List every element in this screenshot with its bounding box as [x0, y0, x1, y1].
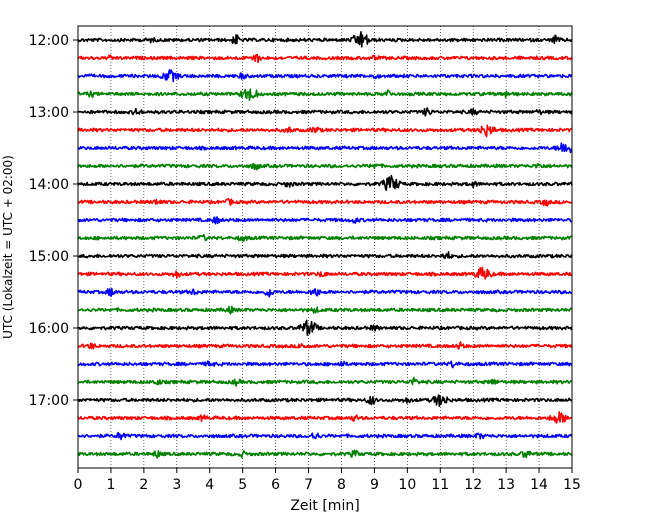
- x-tick-label: 11: [431, 477, 449, 493]
- y-tick-label: 15:00: [29, 249, 69, 265]
- trace-1215: [77, 53, 573, 64]
- x-tick-label: 7: [304, 477, 313, 493]
- y-axis: 12:00 13:00 14:00 15:00 16:00 17:00: [29, 33, 78, 409]
- trace-1600: [77, 319, 573, 336]
- trace-1430: [77, 216, 573, 225]
- trace-1400: [77, 174, 573, 191]
- x-tick-label: 9: [370, 477, 379, 493]
- y-tick-label: 12:00: [29, 33, 69, 49]
- x-tick-label: 2: [139, 477, 148, 493]
- trace-1515: [77, 266, 573, 280]
- trace-1230: [77, 69, 573, 83]
- trace-1500: [77, 251, 573, 260]
- trace-1200: [77, 31, 573, 48]
- y-tick-label: 17:00: [29, 393, 69, 409]
- x-tick-label: 15: [563, 477, 581, 493]
- x-tick-label: 14: [530, 477, 548, 493]
- trace-1730: [77, 431, 573, 441]
- x-tick-label: 10: [398, 477, 416, 493]
- y-tick-label: 14:00: [29, 177, 69, 193]
- trace-1745: [77, 449, 573, 459]
- trace-1700: [77, 394, 573, 407]
- traces: [77, 31, 573, 459]
- trace-1315: [77, 124, 573, 138]
- x-tick-label: 5: [238, 477, 247, 493]
- x-tick-label: 0: [74, 477, 83, 493]
- x-tick-label: 4: [205, 477, 214, 493]
- trace-1245: [77, 88, 573, 101]
- x-tick-label: 3: [172, 477, 181, 493]
- x-axis: 0 1 2 3 4 5 6 7 8 9 10 11 12 13 14 15: [74, 468, 581, 493]
- trace-1645: [77, 376, 573, 387]
- trace-1445: [77, 233, 573, 242]
- trace-1530: [77, 287, 573, 298]
- trace-1545: [77, 305, 573, 315]
- trace-1345: [77, 162, 573, 171]
- trace-1615: [77, 341, 573, 350]
- trace-1415: [77, 197, 573, 207]
- plot-area: [78, 26, 572, 468]
- trace-1715: [77, 411, 573, 424]
- x-tick-label: 13: [497, 477, 515, 493]
- x-tick-label: 1: [106, 477, 115, 493]
- trace-1300: [77, 107, 573, 117]
- plot-frame: [77, 25, 573, 469]
- x-axis-label: Zeit [min]: [290, 498, 359, 514]
- trace-1330: [77, 142, 573, 154]
- trace-1630: [77, 360, 573, 369]
- y-tick-label: 16:00: [29, 321, 69, 337]
- x-tick-label: 8: [337, 477, 346, 493]
- x-tick-label: 6: [271, 477, 280, 493]
- y-tick-label: 13:00: [29, 105, 69, 121]
- x-tick-label: 12: [464, 477, 482, 493]
- y-axis-label: UTC (Lokalzeit = UTC + 02:00): [1, 155, 15, 339]
